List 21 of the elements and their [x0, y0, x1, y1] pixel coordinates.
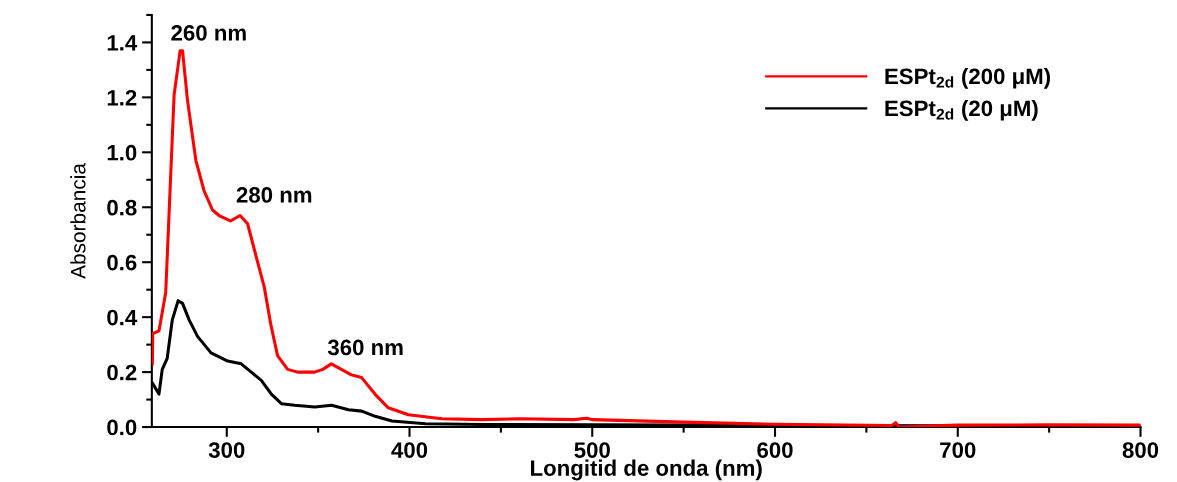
y-tick-label: 1.0 — [107, 144, 137, 161]
x-tick-label: 600 — [757, 442, 793, 458]
x-tick-label: 700 — [940, 442, 976, 458]
x-tick-label: 500 — [574, 442, 610, 458]
y-tick-label: 1.2 — [107, 89, 137, 106]
x-tick-label: 800 — [1122, 442, 1159, 458]
x-tick-label: 400 — [391, 442, 428, 458]
y-tick-label: 0.4 — [107, 309, 138, 326]
annotation: 280 nm — [236, 187, 312, 203]
x-axis-title: Longitid de onda (nm) — [531, 459, 762, 481]
annotation: 260 nm — [171, 24, 246, 41]
y-tick-label: 0.6 — [107, 254, 137, 271]
legend-label: ESPt$_{2d}$ (200 μM) — [885, 67, 1051, 89]
y-tick-label: 0.2 — [107, 364, 137, 381]
y-axis-title: Absorbancia — [70, 163, 86, 279]
legend-label: ESPt$_{2d}$ (20 μM) — [885, 99, 1038, 121]
x-tick-label: 300 — [208, 442, 245, 458]
annotation: 360 nm — [327, 339, 403, 356]
y-tick-label: 0.8 — [107, 199, 137, 216]
y-tick-label: 0.0 — [107, 419, 137, 436]
y-tick-label: 1.4 — [107, 35, 138, 51]
